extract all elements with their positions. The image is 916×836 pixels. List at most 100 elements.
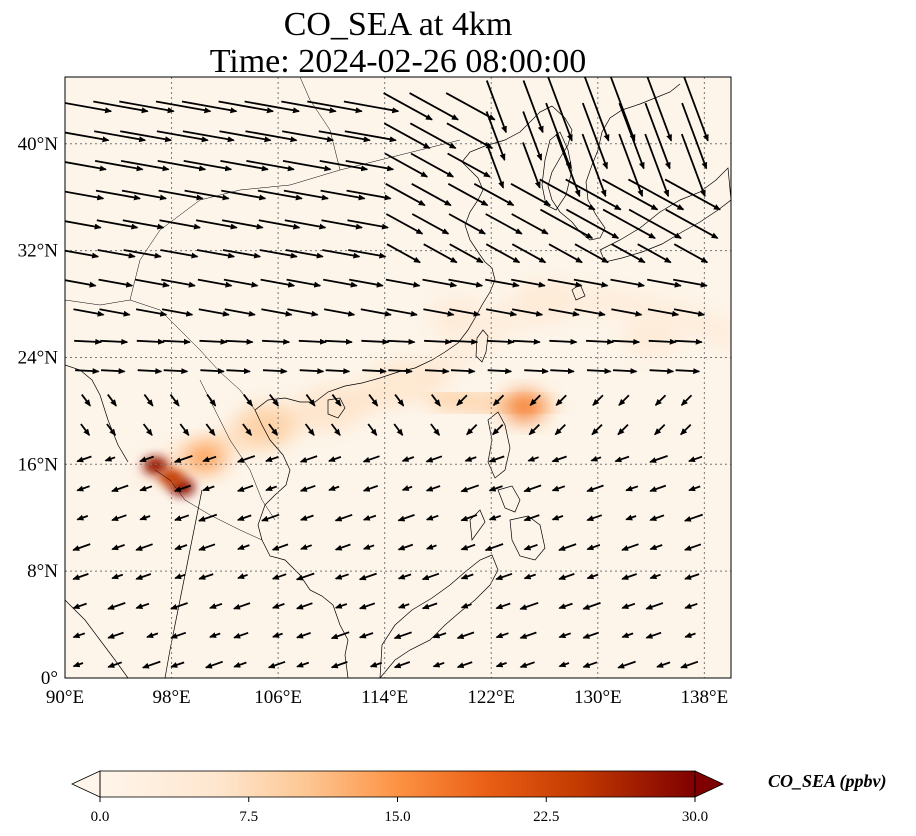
wind-arrow	[182, 130, 235, 143]
wind-arrow	[65, 220, 102, 230]
co-hotspot	[236, 406, 293, 447]
wind-arrow	[173, 455, 193, 463]
wind-arrow	[680, 133, 706, 198]
wind-arrow	[625, 514, 637, 521]
wind-arrow	[65, 161, 107, 172]
wind-arrow	[488, 514, 501, 521]
wind-arrow	[206, 394, 217, 407]
wind-arrow	[72, 602, 87, 610]
colorbar-extend-max	[694, 770, 724, 798]
wind-arrow	[141, 660, 161, 669]
wind-arrow	[611, 243, 646, 264]
wind-arrow	[299, 455, 318, 463]
wind-arrow	[221, 219, 264, 230]
wind-arrow	[674, 338, 703, 345]
wind-arrow	[654, 423, 666, 436]
wind-arrow	[107, 631, 124, 639]
wind-arrow	[183, 160, 233, 172]
wind-arrow	[618, 394, 630, 406]
wind-arrow	[684, 602, 698, 609]
wind-arrow	[298, 338, 327, 345]
wind-arrow	[684, 543, 702, 551]
wind-arrow	[529, 394, 541, 406]
lon-tick-label: 90°E	[46, 687, 84, 708]
wind-arrow	[393, 423, 404, 437]
wind-arrow	[76, 514, 89, 521]
wind-arrow	[582, 661, 598, 668]
wind-arrow	[621, 632, 634, 638]
wind-arrow	[94, 130, 147, 143]
wind-arrow	[423, 308, 455, 317]
wind-arrow	[224, 308, 256, 317]
latitude-tick-labels: 0° 8°N 16°N 24°N 32°N 40°N	[18, 134, 59, 689]
wind-arrow	[665, 208, 719, 239]
wind-arrow	[385, 183, 426, 207]
wind-arrow	[551, 514, 564, 521]
wind-arrow	[349, 278, 384, 288]
wind-arrow	[222, 249, 262, 259]
wind-arrow	[346, 189, 392, 201]
wind-arrow	[445, 92, 496, 121]
wind-arrow	[649, 368, 675, 375]
wind-arrow	[159, 219, 201, 230]
wind-arrow	[271, 603, 285, 609]
wind-arrow	[282, 160, 332, 172]
co-hotspot	[429, 297, 486, 338]
wind-arrow	[269, 394, 279, 407]
wind-arrow	[492, 423, 504, 436]
wind-arrow	[456, 661, 473, 669]
wind-arrow	[421, 602, 438, 610]
wind-arrow	[268, 423, 279, 437]
wind-arrow	[625, 485, 639, 492]
wind-arrow	[304, 423, 315, 437]
wind-arrow	[76, 485, 90, 492]
wind-arrow	[184, 189, 230, 201]
wind-arrow	[237, 544, 250, 550]
wind-arrow	[358, 602, 376, 610]
wind-arrow	[590, 455, 602, 462]
wind-arrow	[424, 338, 453, 345]
wind-arrow	[348, 249, 387, 259]
wind-arrow	[296, 661, 310, 668]
wind-arrow	[519, 661, 535, 668]
wind-arrow	[485, 80, 507, 134]
wind-arrow	[236, 455, 256, 463]
co-hotspot	[623, 317, 680, 358]
wind-arrow	[558, 602, 573, 610]
wind-arrow	[76, 455, 92, 463]
wind-arrow	[425, 455, 443, 463]
wind-arrow	[644, 102, 671, 170]
chart-title: CO_SEA at 4km	[283, 6, 513, 43]
wind-arrow	[219, 130, 272, 143]
colorbar-tick-label: 7.5	[239, 809, 258, 825]
wind-arrow	[260, 278, 296, 288]
wind-arrow	[271, 543, 289, 551]
wind-arrow	[423, 243, 458, 264]
wind-arrow	[360, 308, 392, 317]
wind-arrow	[299, 514, 314, 521]
wind-arrow	[586, 544, 601, 551]
wind-arrow	[179, 423, 190, 437]
wind-arrow	[649, 544, 663, 551]
wind-arrow	[362, 514, 377, 521]
wind-arrow	[139, 485, 153, 492]
wind-arrow	[511, 308, 544, 317]
wind-arrow	[135, 278, 170, 288]
lat-tick-label: 16°N	[18, 454, 59, 475]
wind-arrow	[617, 660, 636, 669]
wind-arrow	[95, 189, 141, 201]
wind-arrow	[199, 338, 228, 345]
wind-arrow	[285, 249, 324, 259]
wind-arrow	[673, 243, 709, 264]
wind-arrow	[424, 368, 450, 375]
wind-arrow	[387, 338, 416, 345]
wind-arrow	[388, 368, 413, 375]
wind-arrow	[236, 484, 254, 492]
wind-arrow	[460, 514, 478, 522]
wind-arrow	[81, 394, 91, 407]
wind-arrow	[394, 394, 405, 407]
wind-arrow	[397, 514, 415, 522]
wind-arrow	[94, 160, 144, 172]
wind-arrow	[386, 243, 421, 264]
wind-arrow	[73, 308, 105, 317]
